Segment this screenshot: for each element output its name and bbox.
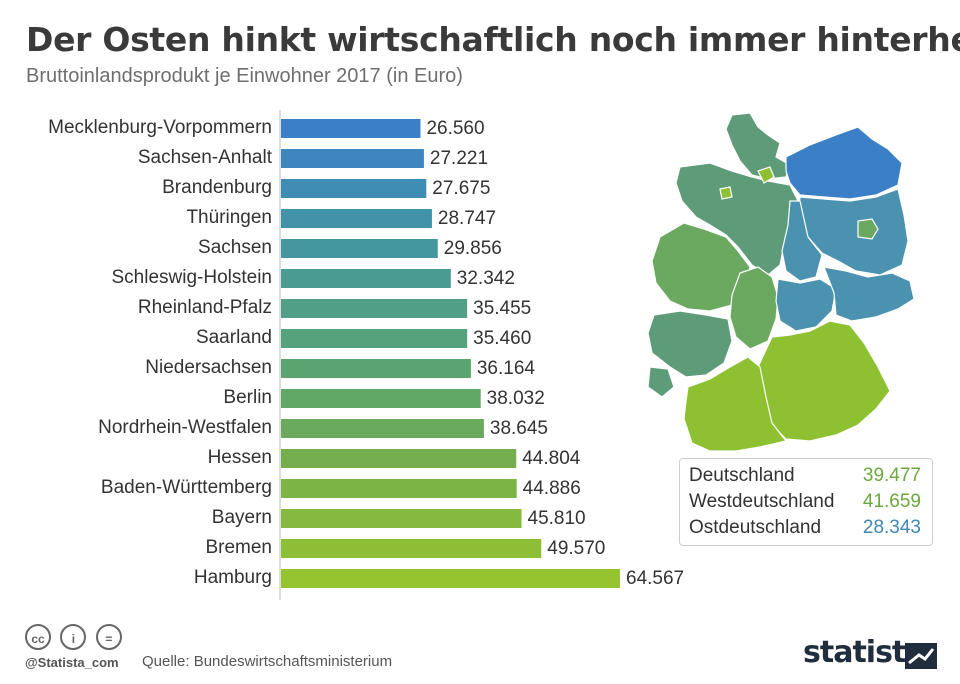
legend-label: Deutschland: [689, 465, 795, 486]
value-label: 38.645: [490, 418, 548, 439]
map-region-mecklenburg-vorpommern: [785, 126, 903, 200]
value-label: 35.455: [473, 298, 531, 319]
legend-label: Westdeutschland: [689, 491, 835, 512]
value-label: 45.810: [528, 508, 586, 529]
category-label: Hamburg: [194, 567, 272, 588]
category-label: Hessen: [208, 447, 272, 468]
category-label: Sachsen-Anhalt: [138, 147, 273, 168]
value-label: 44.804: [522, 448, 581, 469]
category-label: Nordrhein-Westfalen: [98, 417, 272, 438]
category-label: Bayern: [212, 507, 272, 528]
germany-map: [647, 112, 915, 452]
value-label: 29.856: [444, 238, 502, 259]
category-label: Bremen: [205, 537, 272, 558]
value-label: 27.675: [432, 178, 490, 199]
bar: [281, 149, 424, 168]
map-region-thueringen: [775, 278, 837, 332]
category-label: Berlin: [223, 387, 272, 408]
value-label: 36.164: [477, 358, 536, 379]
chart-subtitle: Bruttoinlandsprodukt je Einwohner 2017 (…: [26, 65, 463, 87]
value-label: 28.747: [438, 208, 496, 229]
category-label: Thüringen: [186, 207, 272, 228]
map-region-bremen: [719, 186, 733, 200]
license-icons: cc i =: [25, 624, 127, 650]
by-icon[interactable]: i: [60, 624, 87, 650]
summary-legend: Deutschland 39.477 Westdeutschland 41.65…: [679, 458, 933, 546]
legend-value: 39.477: [862, 465, 921, 486]
map-region-schleswig-holstein: [725, 112, 791, 180]
category-label: Rheinland-Pfalz: [138, 297, 272, 318]
value-label: 49.570: [547, 538, 605, 559]
bar: [281, 389, 481, 408]
bar: [281, 269, 451, 288]
chart-title: Der Osten hinkt wirtschaftlich noch imme…: [26, 20, 960, 59]
legend-value: 41.659: [862, 491, 921, 512]
map-region-niedersachsen: [675, 162, 799, 276]
legend-row-deutschland: Deutschland 39.477: [689, 465, 927, 491]
value-label: 26.560: [426, 118, 484, 139]
bar: [281, 539, 542, 558]
source-note: Quelle: Bundeswirtschaftsministerium: [142, 653, 393, 670]
map-region-sachsen: [823, 266, 915, 322]
map-region-berlin: [857, 218, 879, 240]
bar: [281, 209, 432, 228]
bar: [281, 179, 427, 198]
legend-value: 28.343: [862, 517, 921, 538]
bar: [281, 359, 471, 378]
legend-label: Ostdeutschland: [689, 517, 822, 538]
map-region-bayern: [757, 320, 891, 442]
category-label: Brandenburg: [162, 177, 272, 198]
map-region-saarland: [647, 366, 675, 398]
bar: [281, 239, 438, 258]
nd-icon[interactable]: =: [95, 624, 122, 650]
category-label: Schleswig-Holstein: [111, 267, 272, 288]
map-region-sachsen-anhalt: [781, 200, 823, 282]
bar: [281, 119, 421, 138]
legend-row-ostdeutschland: Ostdeutschland 28.343: [689, 517, 927, 543]
category-label: Baden-Württemberg: [101, 477, 272, 498]
bar: [281, 509, 522, 528]
map-region-hessen: [729, 266, 779, 350]
bar: [281, 449, 517, 468]
bar: [281, 419, 484, 438]
category-label: Sachsen: [198, 237, 272, 258]
cc-icon[interactable]: cc: [25, 624, 51, 650]
category-label: Saarland: [196, 327, 272, 348]
value-label: 44.886: [523, 478, 581, 499]
legend-row-westdeutschland: Westdeutschland 41.659: [689, 491, 927, 517]
category-label: Mecklenburg-Vorpommern: [48, 117, 272, 138]
value-label: 64.567: [626, 568, 684, 589]
value-label: 38.032: [487, 388, 545, 409]
value-label: 32.342: [457, 268, 515, 289]
value-label: 27.221: [430, 148, 488, 169]
statista-handle[interactable]: @Statista_com: [25, 655, 119, 670]
bar-chart: Mecklenburg-Vorpommern 26.560 Sachsen-Anha…: [48, 110, 684, 600]
map-region-rheinland-pfalz: [647, 310, 733, 378]
map-region-baden-wuerttemberg: [683, 356, 788, 452]
map-region-hamburg: [757, 166, 775, 184]
bar: [281, 299, 468, 318]
category-label: Niedersachsen: [145, 357, 272, 378]
value-label: 35.460: [473, 328, 531, 349]
statista-logo-icon[interactable]: [905, 643, 937, 669]
bar: [281, 329, 468, 348]
bar: [281, 569, 620, 588]
bar: [281, 479, 517, 498]
